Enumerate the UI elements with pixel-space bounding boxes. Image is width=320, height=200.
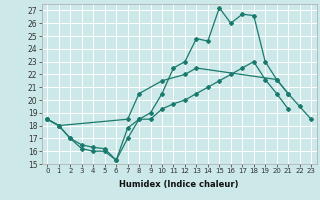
X-axis label: Humidex (Indice chaleur): Humidex (Indice chaleur) bbox=[119, 180, 239, 189]
